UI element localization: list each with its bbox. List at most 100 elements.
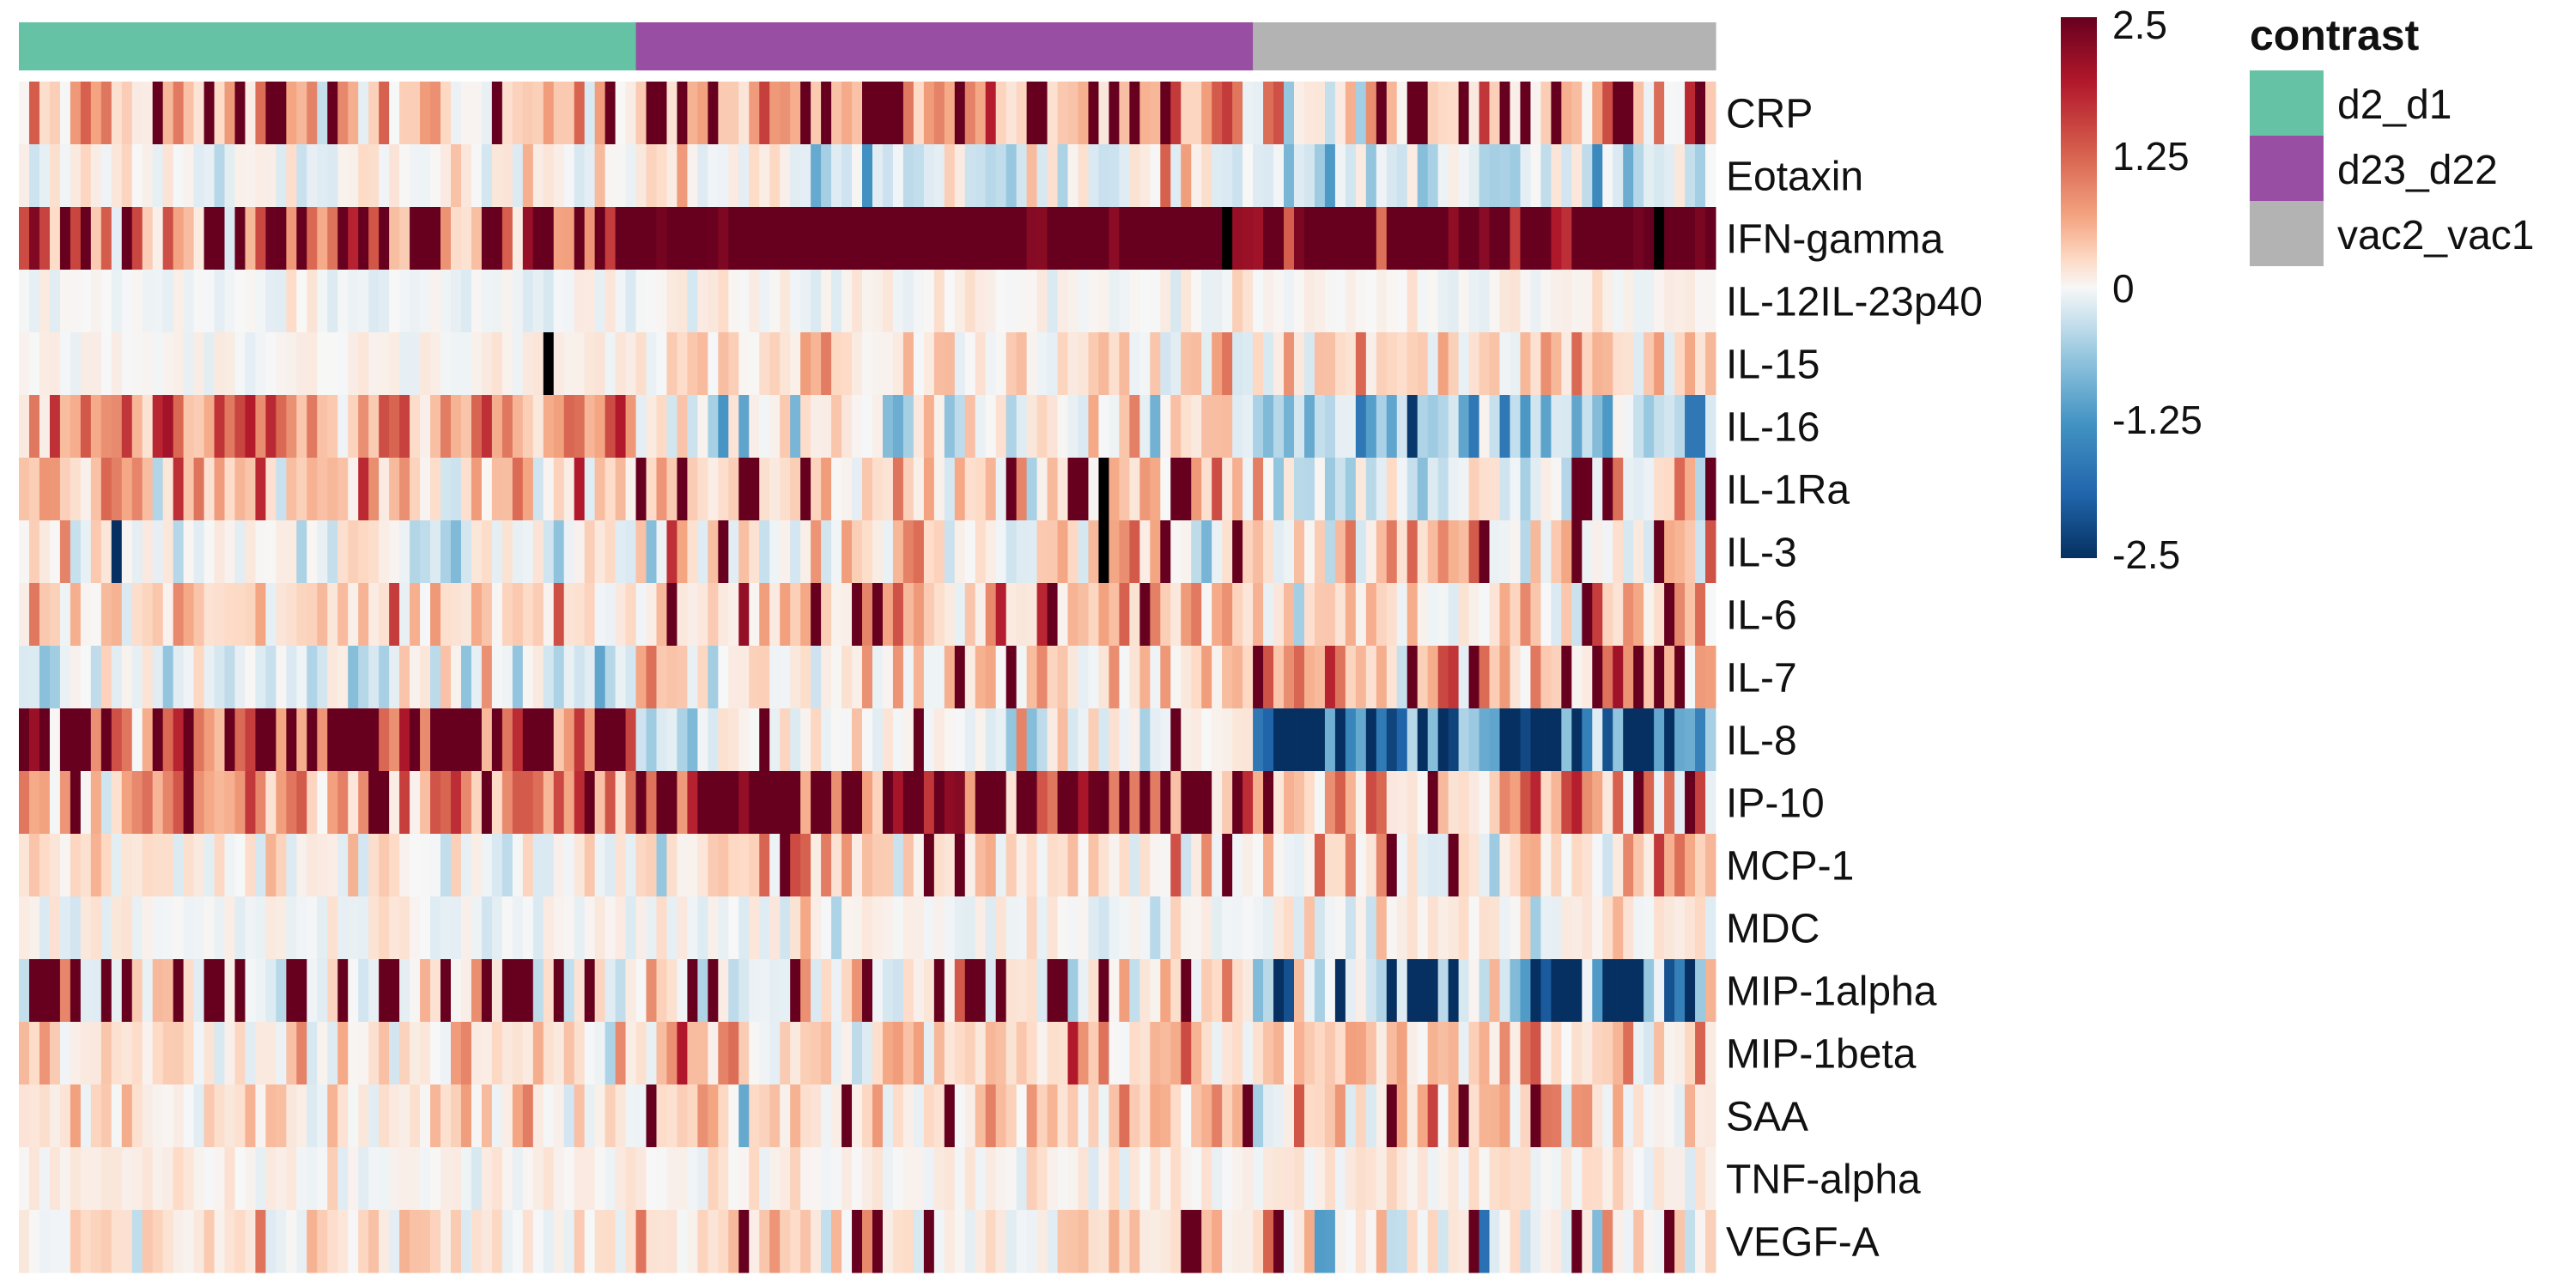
heatmap-cell <box>1036 207 1048 270</box>
heatmap-cell <box>656 834 667 897</box>
heatmap-cell <box>1263 270 1274 333</box>
heatmap-cell <box>964 708 976 772</box>
heatmap-cell <box>1088 520 1099 584</box>
heatmap-cell <box>204 771 216 835</box>
heatmap-cell <box>769 82 781 145</box>
heatmap-cell <box>1427 520 1439 584</box>
heatmap-cell <box>1170 708 1182 772</box>
heatmap-cell <box>594 834 606 897</box>
heatmap-cell <box>1520 959 1531 1023</box>
heatmap-cell <box>1468 270 1480 333</box>
heatmap-cell <box>872 771 884 835</box>
heatmap-cell <box>410 583 421 647</box>
heatmap-cell <box>1685 1147 1696 1211</box>
heatmap-cell <box>460 144 472 208</box>
heatmap-cell <box>852 270 863 333</box>
heatmap-cell <box>1458 144 1470 208</box>
heatmap-cell <box>1345 332 1357 396</box>
heatmap-cell <box>19 959 30 1023</box>
heatmap-cell <box>584 270 596 333</box>
heatmap-cell <box>1232 583 1243 647</box>
heatmap-cell <box>1479 82 1491 145</box>
heatmap-cell <box>759 458 770 521</box>
heatmap-cell <box>790 771 801 835</box>
heatmap-cell <box>1355 583 1367 647</box>
heatmap-cell <box>286 834 297 897</box>
heatmap-cell <box>1324 332 1336 396</box>
heatmap-cell <box>1520 395 1531 459</box>
heatmap-cell <box>1109 771 1120 835</box>
heatmap-cell <box>625 207 637 270</box>
heatmap-cell <box>522 583 534 647</box>
heatmap-cell <box>1705 520 1716 584</box>
heatmap-cell <box>317 771 328 835</box>
heatmap-cell <box>964 144 976 208</box>
heatmap-cell <box>410 520 421 584</box>
heatmap-cell <box>605 1084 617 1148</box>
heatmap-cell <box>728 1210 739 1273</box>
heatmap-cell <box>1520 1210 1531 1273</box>
heatmap-cell <box>1232 458 1243 521</box>
heatmap-cell <box>1582 144 1593 208</box>
heatmap-cell <box>656 1210 667 1273</box>
heatmap-cell <box>1530 207 1541 270</box>
heatmap-cell <box>800 646 811 709</box>
heatmap-cell <box>553 708 565 772</box>
heatmap-cell <box>1170 332 1182 396</box>
heatmap-cell <box>811 458 822 521</box>
heatmap-cell <box>697 583 708 647</box>
heatmap-cell <box>296 896 307 960</box>
heatmap-cell <box>420 270 431 333</box>
heatmap-cell <box>759 959 770 1023</box>
heatmap-cell <box>872 82 884 145</box>
heatmap-cell <box>1334 771 1346 835</box>
heatmap-cell <box>471 458 483 521</box>
heatmap-cell <box>605 583 617 647</box>
heatmap-cell <box>1036 708 1048 772</box>
heatmap-cell <box>1685 1022 1696 1085</box>
heatmap-cell <box>1551 82 1562 145</box>
heatmap-cell <box>852 395 863 459</box>
heatmap-cell <box>234 1147 246 1211</box>
heatmap-cell <box>491 520 503 584</box>
heatmap-cell <box>265 834 276 897</box>
heatmap-cell <box>162 1022 174 1085</box>
heatmap-cell <box>1376 708 1388 772</box>
heatmap-cell <box>902 1022 914 1085</box>
heatmap-cell <box>1479 959 1491 1023</box>
heatmap-cell <box>512 82 524 145</box>
heatmap-cell <box>780 144 791 208</box>
heatmap-cell <box>892 520 904 584</box>
heatmap-cell <box>728 834 739 897</box>
heatmap-cell <box>1468 708 1480 772</box>
heatmap-cell <box>368 332 380 396</box>
heatmap-cell <box>214 1147 226 1211</box>
heatmap-cell <box>1263 959 1274 1023</box>
heatmap-cell <box>769 708 781 772</box>
heatmap-cell <box>975 82 987 145</box>
heatmap-cell <box>862 834 873 897</box>
heatmap-cell <box>1005 1084 1018 1148</box>
heatmap-cell <box>307 583 318 647</box>
heatmap-cell <box>491 144 503 208</box>
heatmap-cell <box>1263 708 1274 772</box>
heatmap-cell <box>811 896 822 960</box>
heatmap-cell <box>954 144 966 208</box>
heatmap-cell <box>1222 332 1233 396</box>
heatmap-cell <box>944 82 956 145</box>
heatmap-cell <box>440 1022 452 1085</box>
heatmap-cell <box>265 771 276 835</box>
heatmap-cell <box>512 1147 524 1211</box>
heatmap-cell <box>59 395 71 459</box>
heatmap-cell <box>862 332 873 396</box>
heatmap-cell <box>574 1084 586 1148</box>
heatmap-cell <box>574 520 586 584</box>
heatmap-cell <box>1284 583 1295 647</box>
heatmap-cell <box>19 708 30 772</box>
heatmap-cell <box>337 1210 349 1273</box>
heatmap-cell <box>1396 144 1408 208</box>
heatmap-cell <box>1520 520 1531 584</box>
heatmap-cell <box>440 144 452 208</box>
heatmap-cell <box>923 646 935 709</box>
heatmap-cell <box>471 332 483 396</box>
